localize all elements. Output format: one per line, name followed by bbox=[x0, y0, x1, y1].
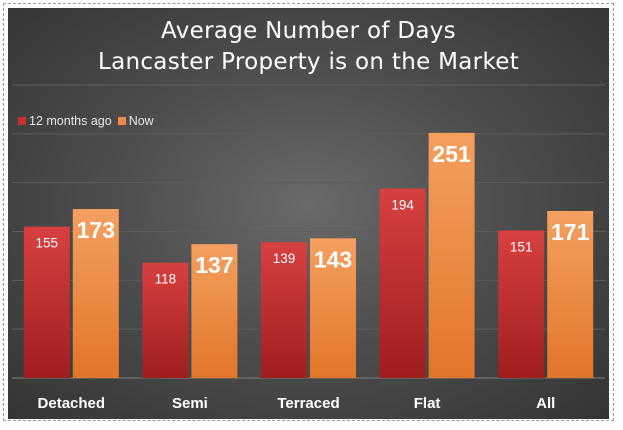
legend-label-now: Now bbox=[128, 114, 154, 128]
chart-frame bbox=[3, 3, 614, 421]
legend-item-12-months-ago: 12 months ago bbox=[18, 114, 112, 128]
x-tick-all: All bbox=[536, 395, 555, 412]
chart-title: Average Number of Days Lancaster Propert… bbox=[8, 16, 609, 78]
x-tick-semi: Semi bbox=[172, 395, 208, 412]
legend-swatch-now bbox=[117, 117, 126, 125]
bar-detached-now bbox=[72, 209, 119, 378]
x-tick-terraced: Terraced bbox=[277, 395, 339, 412]
data-label-flat-now: 251 bbox=[432, 141, 471, 167]
bar-flat-12-months-ago bbox=[379, 188, 426, 378]
bar-terraced-now bbox=[310, 238, 356, 378]
bar-all-12-months-ago bbox=[498, 230, 545, 378]
chart-title-line-1: Average Number of Days bbox=[161, 18, 456, 44]
bar-terraced-12-months-ago bbox=[261, 242, 307, 378]
plot-area: 155 173 118 137 139 143 194 251 151 171 Detached S… bbox=[12, 84, 605, 412]
data-label-all-now: 171 bbox=[551, 219, 590, 245]
data-label-flat-12-months-ago: 194 bbox=[391, 198, 414, 213]
x-tick-detached: Detached bbox=[38, 395, 106, 412]
legend-label-12-months-ago: 12 months ago bbox=[29, 114, 112, 128]
bars bbox=[23, 132, 594, 378]
data-labels: 155 173 118 137 139 143 194 251 151 171 bbox=[36, 141, 590, 287]
bar-detached-12-months-ago bbox=[23, 226, 70, 378]
data-label-terraced-now: 143 bbox=[314, 246, 352, 272]
chart-panel: Average Number of Days Lancaster Propert… bbox=[8, 8, 609, 419]
bar-semi-12-months-ago bbox=[142, 262, 189, 378]
bar-semi-now bbox=[191, 244, 238, 378]
bar-flat-now bbox=[428, 132, 475, 378]
legend: 12 months ago Now bbox=[18, 114, 160, 128]
data-label-semi-now: 137 bbox=[195, 252, 233, 278]
data-label-terraced-12-months-ago: 139 bbox=[273, 251, 296, 266]
chart-title-line-2: Lancaster Property is on the Market bbox=[97, 49, 520, 75]
legend-swatch-12-months-ago bbox=[18, 117, 26, 125]
legend-item-now: Now bbox=[117, 114, 154, 128]
x-tick-flat: Flat bbox=[414, 395, 441, 412]
data-label-detached-12-months-ago: 155 bbox=[36, 236, 59, 251]
x-axis-ticks: Detached Semi Terraced Flat All bbox=[38, 395, 556, 412]
data-label-all-12-months-ago: 151 bbox=[510, 240, 533, 255]
data-label-detached-now: 173 bbox=[77, 217, 115, 243]
bar-all-now bbox=[547, 210, 594, 378]
data-label-semi-12-months-ago: 118 bbox=[155, 272, 177, 287]
